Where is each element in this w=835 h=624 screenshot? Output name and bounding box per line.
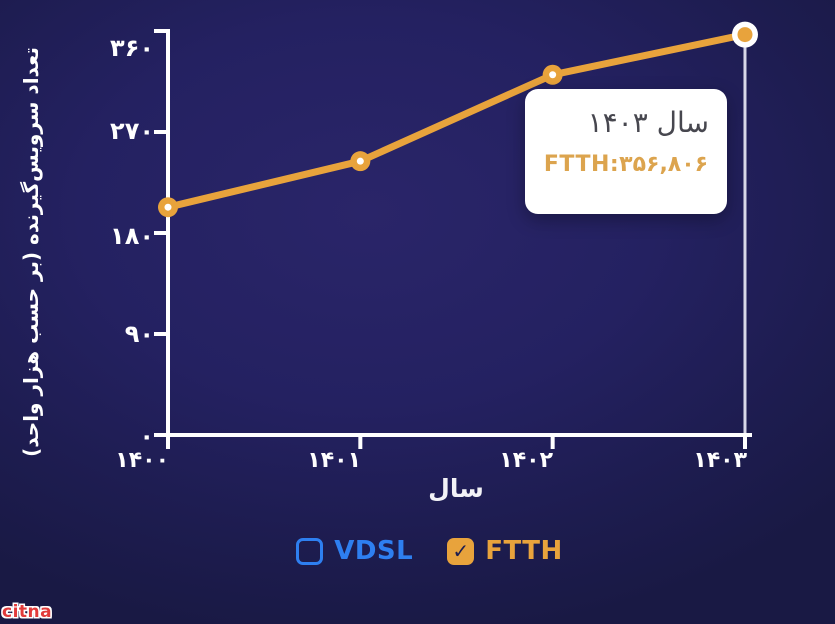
x-axis-tick-label: ۱۴۰۲ xyxy=(499,448,553,473)
checkbox-unchecked-icon[interactable] xyxy=(296,537,324,565)
legend-item-ftth[interactable]: ✓ FTTH xyxy=(447,536,563,566)
data-point-center xyxy=(549,71,557,79)
legend-label-ftth[interactable]: FTTH xyxy=(485,536,563,566)
tooltip-title: سال ۱۴۰۳ xyxy=(587,106,709,139)
data-point-center xyxy=(164,203,172,211)
y-axis-tick-label: ۹۰ xyxy=(124,320,154,348)
x-axis-tick-label: ۱۴۰۰ xyxy=(115,448,169,473)
y-axis-tick-label: ۰ xyxy=(139,422,154,450)
y-axis-tick-label: ۱۸۰ xyxy=(110,222,154,250)
data-point-active-center xyxy=(737,27,753,43)
legend-label-vdsl[interactable]: VDSL xyxy=(334,536,414,566)
checkbox-checked-icon[interactable]: ✓ xyxy=(447,537,475,565)
data-point-center xyxy=(356,157,364,165)
x-axis-tick-label: ۱۴۰۱ xyxy=(307,448,361,473)
y-axis-tick-label: ۳۶۰ xyxy=(110,34,154,62)
legend: VDSL ✓ FTTH xyxy=(12,534,835,568)
legend-item-vdsl[interactable]: VDSL xyxy=(296,536,413,566)
x-axis-title: سال xyxy=(428,474,484,503)
chart-canvas xyxy=(158,27,753,433)
x-axis-tick-label: ۱۴۰۳ xyxy=(693,448,747,473)
y-axis-title: تعداد سرویس‌گیرنده (بر حسب هزار واحد) xyxy=(19,47,43,457)
citna-logo: citna xyxy=(2,602,53,622)
series-line-ftth xyxy=(164,31,749,211)
tooltip-value: FTTH:۳۵۶,۸۰۶ xyxy=(543,152,709,177)
y-axis-tick-label: ۲۷۰ xyxy=(110,117,154,145)
tooltip: سال ۱۴۰۳ FTTH:۳۵۶,۸۰۶ xyxy=(525,89,727,214)
